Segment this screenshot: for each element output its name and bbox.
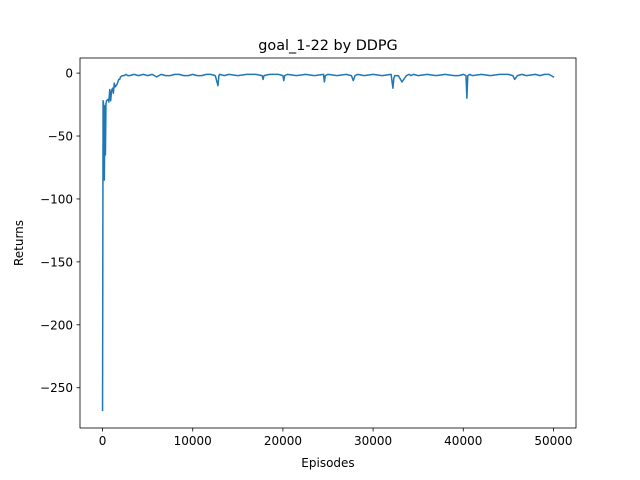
x-axis-label: Episodes bbox=[301, 456, 354, 470]
y-tick-label: −100 bbox=[40, 192, 73, 206]
x-tick-label: 0 bbox=[99, 434, 107, 448]
x-tick-label: 40000 bbox=[444, 434, 482, 448]
y-tick-label: −150 bbox=[40, 255, 73, 269]
tick-layer: 0 10000 20000 30000 40000 50000 0 −50 −100 −150 −2… bbox=[40, 67, 573, 448]
x-tick-label: 50000 bbox=[534, 434, 572, 448]
plot-area bbox=[80, 58, 576, 428]
series-line-1 bbox=[101, 73, 555, 412]
y-tick-label: −250 bbox=[40, 381, 73, 395]
y-tick-label: 0 bbox=[65, 67, 73, 81]
y-axis-label: Returns bbox=[12, 220, 26, 266]
y-tick-label: −50 bbox=[48, 130, 73, 144]
y-tick-label: −200 bbox=[40, 318, 73, 332]
x-tick-label: 10000 bbox=[174, 434, 212, 448]
x-tick-label: 30000 bbox=[354, 434, 392, 448]
axes-frame bbox=[79, 57, 577, 429]
x-tick-label: 20000 bbox=[264, 434, 302, 448]
chart-title: goal_1-22 by DDPG bbox=[258, 38, 397, 54]
series-layer bbox=[101, 73, 555, 412]
